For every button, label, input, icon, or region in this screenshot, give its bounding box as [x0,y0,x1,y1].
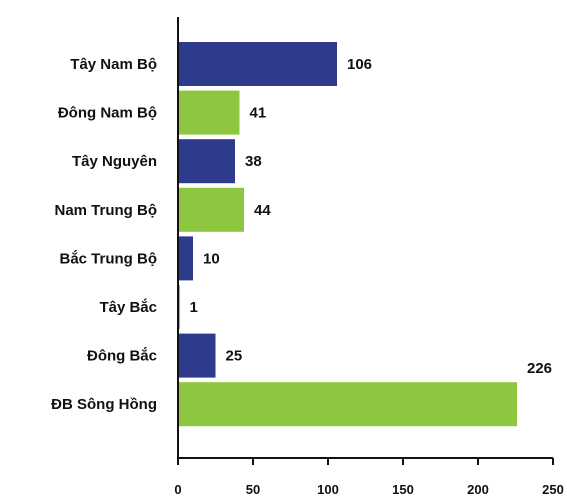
bar-4 [178,236,193,281]
value-label-6: 25 [226,348,243,365]
category-label-0: Tây Nam Bộ [70,56,157,73]
bar-0 [178,42,337,86]
bar-2 [178,139,235,184]
value-label-7: 226 [527,360,552,377]
bar-3 [178,187,244,232]
value-label-0: 106 [347,56,372,73]
category-label-1: Đông Nam Bộ [58,105,157,122]
bar-7 [178,382,517,427]
value-label-4: 10 [203,250,220,267]
labels-layer: Tây Nam Bộ 106 Đông Nam Bộ 41 Tây Nguyên 38 Na… [51,56,552,413]
category-label-6: Đông Bắc [87,347,157,365]
x-tick-label-5: 250 [542,482,564,497]
category-label-3: Nam Trung Bộ [54,202,157,219]
category-label-2: Tây Nguyên [72,153,157,170]
category-label-7: ĐB Sông Hồng [51,396,157,413]
x-tick-label-4: 200 [467,482,489,497]
bar-6 [178,333,216,378]
category-label-5: Tây Bắc [99,298,157,316]
bar-1 [178,90,240,135]
x-ticks-layer: 0 50 100 150 200 250 [174,458,564,497]
category-label-4: Bắc Trung Bộ [59,249,157,267]
x-tick-label-1: 50 [246,482,260,497]
value-label-3: 44 [254,202,271,219]
x-tick-label-3: 150 [392,482,414,497]
bars-layer [178,42,517,427]
value-label-5: 1 [190,299,198,316]
value-label-2: 38 [245,153,262,170]
x-tick-label-0: 0 [174,482,181,497]
value-label-1: 41 [250,105,267,122]
x-tick-label-2: 100 [317,482,339,497]
